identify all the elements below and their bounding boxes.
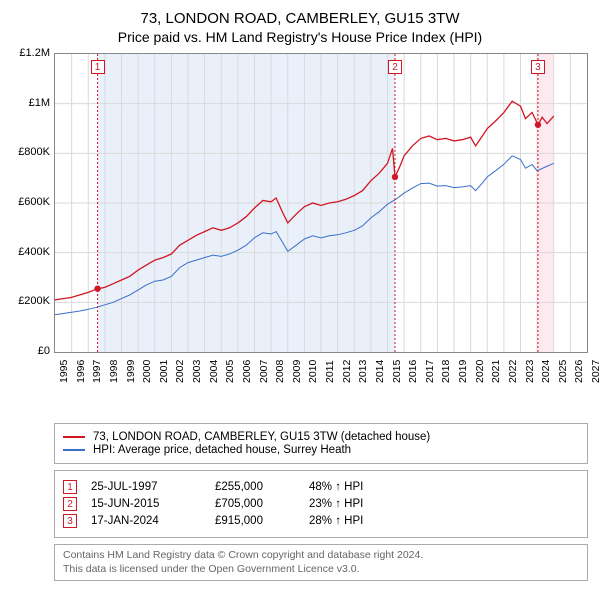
x-tick-label: 2020 — [474, 360, 486, 383]
transaction-date: 25-JUL-1997 — [91, 481, 201, 493]
transaction-marker: 2 — [63, 497, 77, 511]
x-tick-label: 2002 — [174, 360, 186, 383]
plot: 1 2 3 — [54, 53, 588, 353]
legend-label: HPI: Average price, detached house, Surr… — [93, 444, 351, 456]
transaction-row: 1 25-JUL-1997 £255,000 48% ↑ HPI — [63, 480, 579, 494]
x-tick-label: 2012 — [341, 360, 353, 383]
chart-subtitle: Price paid vs. HM Land Registry's House … — [12, 29, 588, 45]
x-axis-labels: 1995 1996 1997 1998 1999 2000 2001 2002 2003 2004… — [54, 355, 588, 387]
x-tick-label: 1995 — [58, 360, 70, 383]
chart-area: £0£200K£400K£600K£800K£1M£1.2M 123 19951… — [12, 53, 588, 383]
marker-box-1: 1 — [91, 60, 105, 74]
x-tick-label: 2000 — [141, 360, 153, 383]
x-tick-label: 2021 — [490, 360, 502, 383]
legend-swatch — [63, 449, 85, 451]
x-tick-label: 2016 — [407, 360, 419, 383]
transaction-pct: 48% ↑ HPI — [309, 481, 363, 493]
transaction-price: £915,000 — [215, 515, 295, 527]
y-tick-label: £1.2M — [19, 47, 50, 59]
transaction-date: 17-JAN-2024 — [91, 515, 201, 527]
transaction-marker: 1 — [63, 480, 77, 494]
x-tick-label: 2004 — [208, 360, 220, 383]
x-tick-label: 1998 — [108, 360, 120, 383]
x-tick-label: 2001 — [158, 360, 170, 383]
legend: 73, LONDON ROAD, CAMBERLEY, GU15 3TW (de… — [54, 423, 588, 464]
y-tick-label: £1M — [29, 97, 50, 109]
transaction-date: 15-JUN-2015 — [91, 498, 201, 510]
footer: Contains HM Land Registry data © Crown c… — [54, 544, 588, 581]
x-tick-label: 2025 — [557, 360, 569, 383]
transaction-pct: 28% ↑ HPI — [309, 515, 363, 527]
x-tick-label: 2014 — [374, 360, 386, 383]
x-tick-label: 2010 — [307, 360, 319, 383]
x-tick-label: 2006 — [241, 360, 253, 383]
y-tick-label: £400K — [18, 246, 50, 258]
x-tick-label: 2022 — [507, 360, 519, 383]
x-tick-label: 1999 — [125, 360, 137, 383]
transaction-pct: 23% ↑ HPI — [309, 498, 363, 510]
y-tick-label: £200K — [18, 295, 50, 307]
legend-label: 73, LONDON ROAD, CAMBERLEY, GU15 3TW (de… — [93, 431, 430, 443]
x-tick-label: 2015 — [391, 360, 403, 383]
transaction-price: £255,000 — [215, 481, 295, 493]
title-block: 73, LONDON ROAD, CAMBERLEY, GU15 3TW Pri… — [12, 10, 588, 45]
transaction-marker: 3 — [63, 514, 77, 528]
footer-line-2: This data is licensed under the Open Gov… — [63, 563, 579, 577]
transactions-table: 1 25-JUL-1997 £255,000 48% ↑ HPI 2 15-JUN-201… — [54, 470, 588, 538]
x-tick-label: 2009 — [291, 360, 303, 383]
transaction-row: 2 15-JUN-2015 £705,000 23% ↑ HPI — [63, 497, 579, 511]
y-tick-label: £800K — [18, 146, 50, 158]
x-tick-label: 2005 — [224, 360, 236, 383]
x-tick-label: 2026 — [573, 360, 585, 383]
y-tick-label: £600K — [18, 196, 50, 208]
page: 73, LONDON ROAD, CAMBERLEY, GU15 3TW Pri… — [0, 0, 600, 590]
legend-row: 73, LONDON ROAD, CAMBERLEY, GU15 3TW (de… — [63, 431, 579, 443]
legend-swatch — [63, 436, 85, 438]
y-axis-labels: £0£200K£400K£600K£800K£1M£1.2M — [12, 53, 54, 353]
x-tick-label: 1996 — [75, 360, 87, 383]
x-tick-label: 2024 — [540, 360, 552, 383]
plot-svg — [55, 54, 587, 352]
marker-box-2: 2 — [388, 60, 402, 74]
x-tick-label: 2013 — [357, 360, 369, 383]
x-tick-label: 1997 — [91, 360, 103, 383]
y-tick-label: £0 — [38, 345, 50, 357]
x-tick-label: 2019 — [457, 360, 469, 383]
x-tick-label: 2027 — [590, 360, 600, 383]
legend-row: HPI: Average price, detached house, Surr… — [63, 444, 579, 456]
x-tick-label: 2003 — [191, 360, 203, 383]
x-tick-label: 2017 — [424, 360, 436, 383]
footer-line-1: Contains HM Land Registry data © Crown c… — [63, 549, 579, 563]
x-tick-label: 2023 — [524, 360, 536, 383]
transaction-price: £705,000 — [215, 498, 295, 510]
x-tick-label: 2007 — [258, 360, 270, 383]
marker-box-3: 3 — [531, 60, 545, 74]
chart-title: 73, LONDON ROAD, CAMBERLEY, GU15 3TW — [12, 10, 588, 27]
x-tick-label: 2011 — [324, 360, 336, 383]
transaction-row: 3 17-JAN-2024 £915,000 28% ↑ HPI — [63, 514, 579, 528]
x-tick-label: 2018 — [440, 360, 452, 383]
x-tick-label: 2008 — [274, 360, 286, 383]
